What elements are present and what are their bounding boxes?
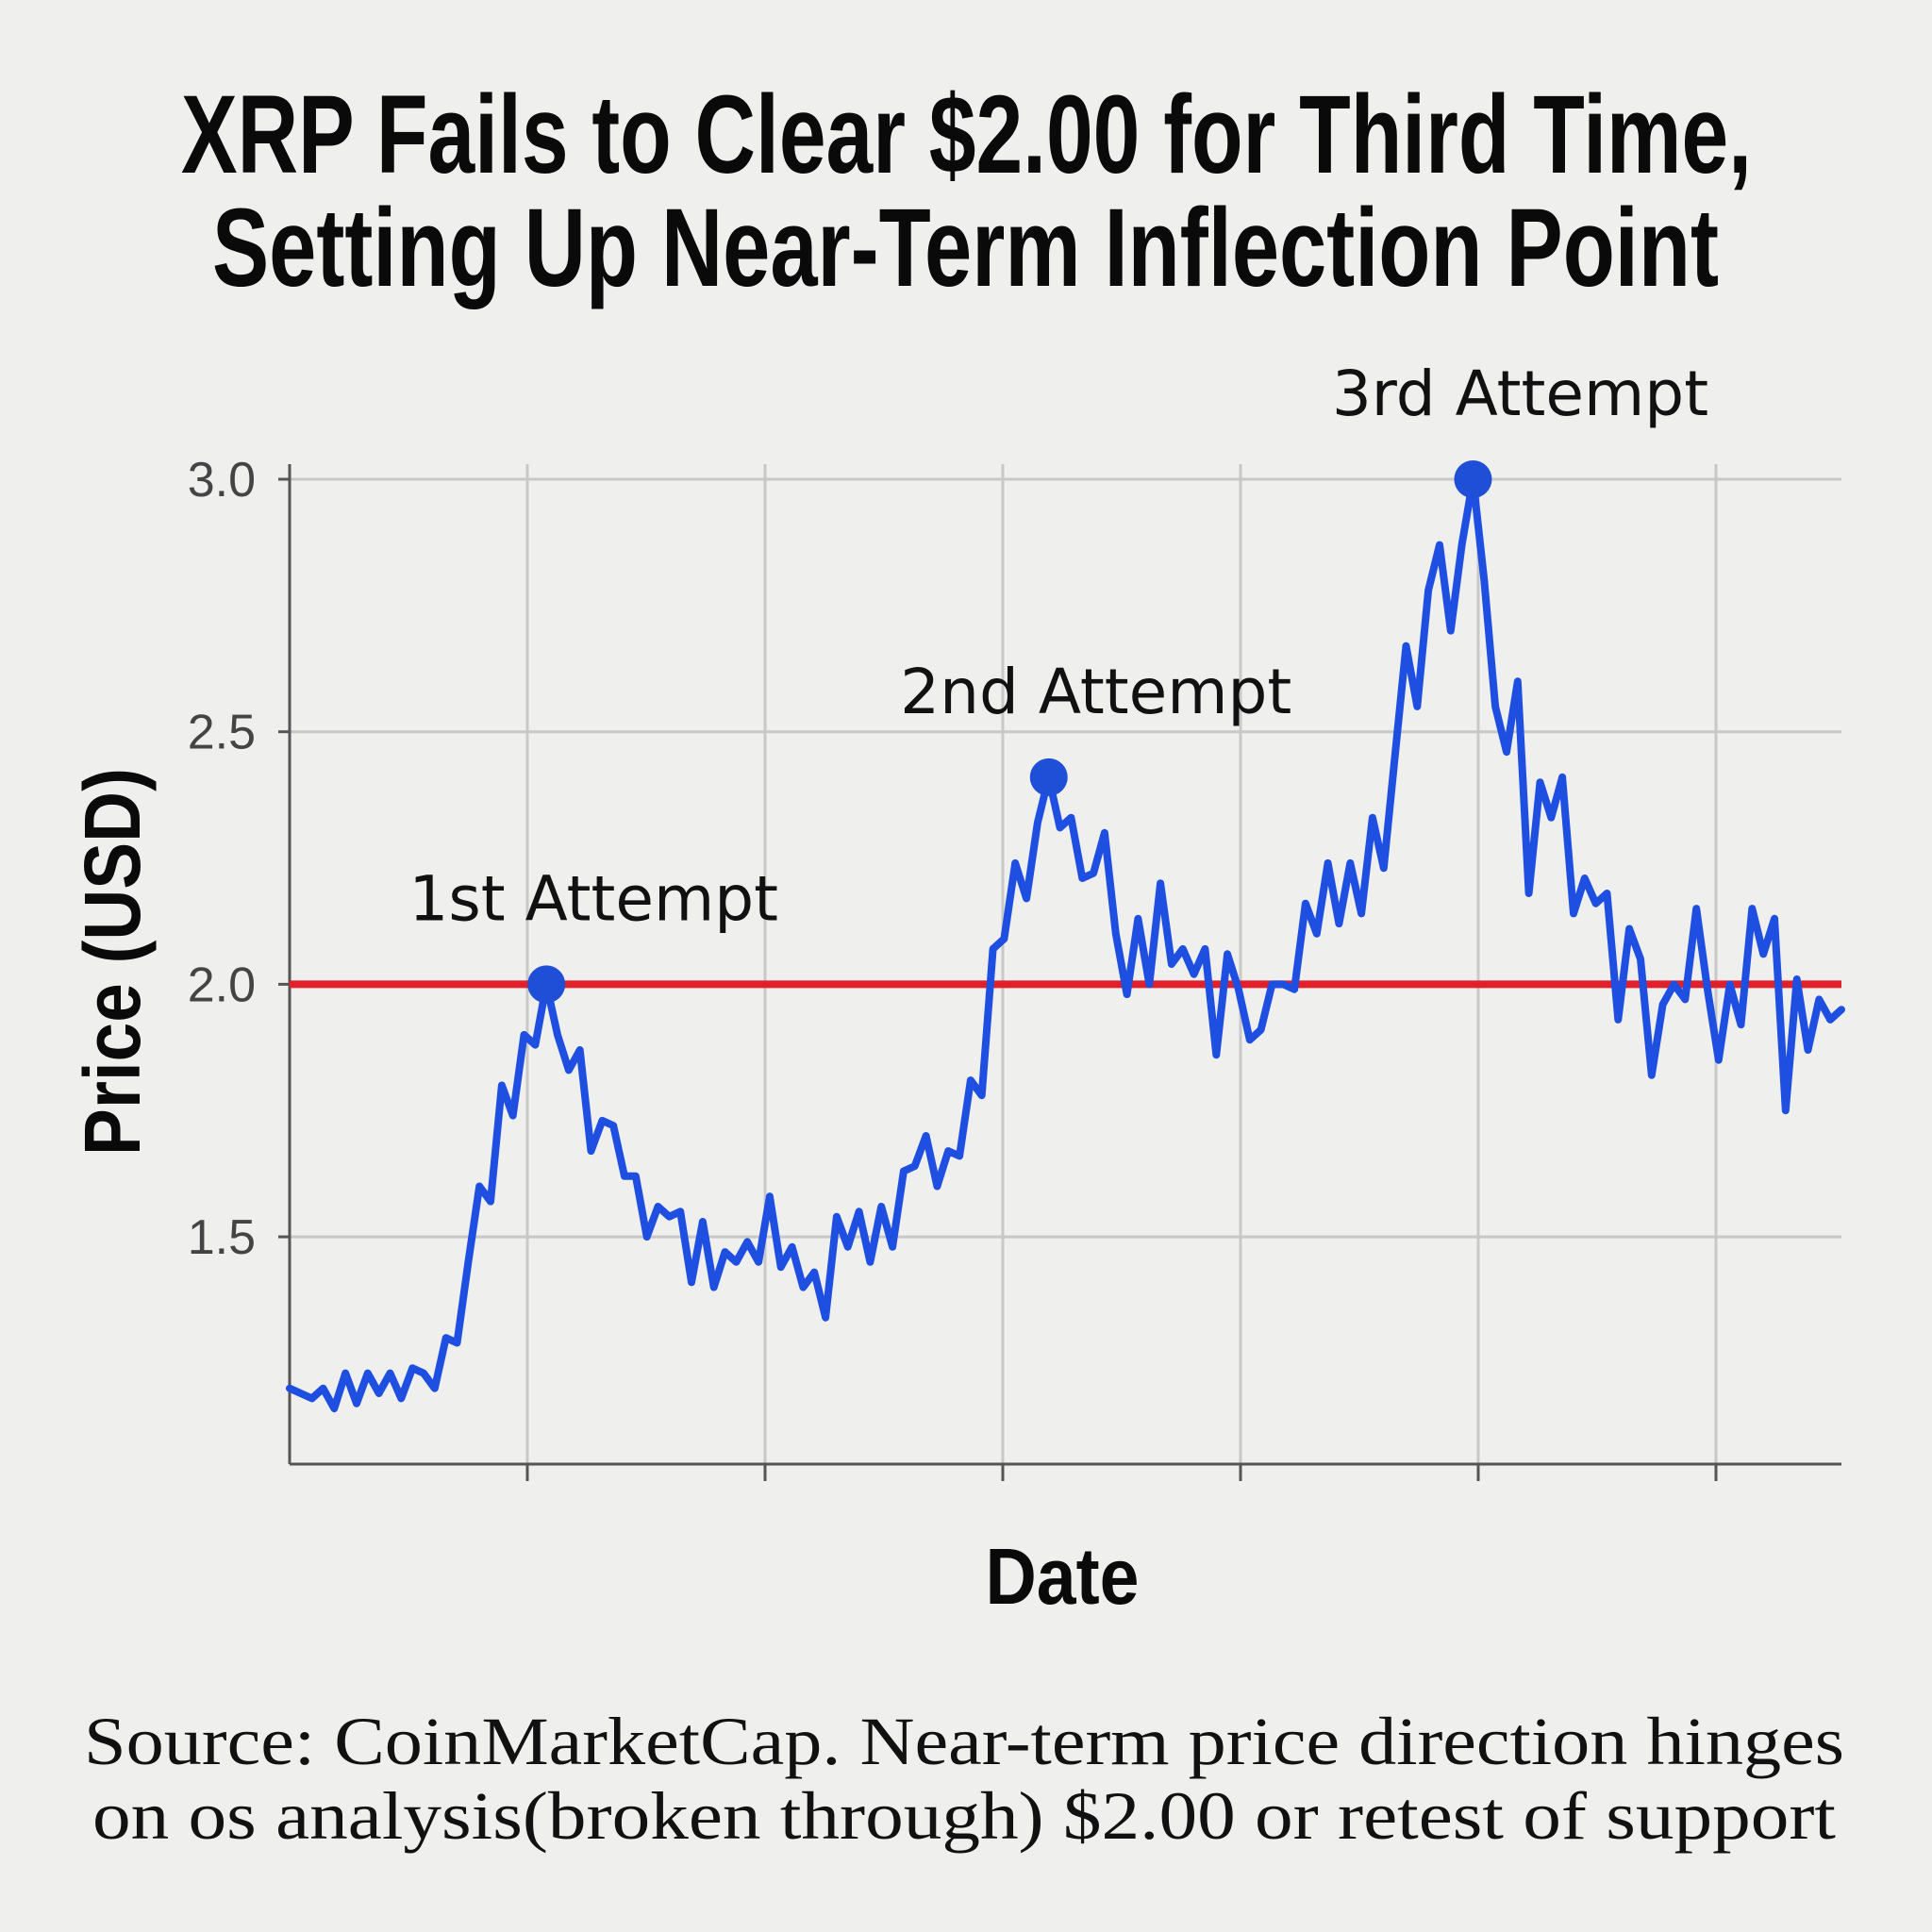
y-tick-label: 3.0 (188, 453, 256, 508)
attempt-label: 1st Attempt (408, 862, 778, 935)
x-axis-label: Date (986, 1532, 1140, 1621)
y-tick-label: 2.0 (188, 958, 256, 1012)
y-axis-ticks: 1.5 2.0 2.5 3.0 (188, 453, 290, 1265)
chart-title-line-1: XRP Fails to Clear $2.00 for Third Time, (181, 73, 1752, 197)
attempt-label: 2nd Attempt (900, 656, 1291, 728)
attempt-marker (1454, 460, 1492, 498)
attempt-marker (1029, 758, 1068, 796)
attempt-label: 3rd Attempt (1332, 358, 1708, 430)
attempt-marker (527, 965, 566, 1004)
y-tick-label: 2.5 (188, 706, 256, 760)
source-line-2: on os analysis(broken through) $2.00 or … (92, 1778, 1836, 1854)
y-tick-label: 1.5 (188, 1210, 256, 1265)
chart-title-line-2: Setting Up Near-Term Inflection Point (212, 186, 1719, 310)
y-axis-label: Price (USD) (68, 768, 157, 1156)
source-line-1: Source: CoinMarketCap. Near-term price d… (84, 1704, 1844, 1779)
